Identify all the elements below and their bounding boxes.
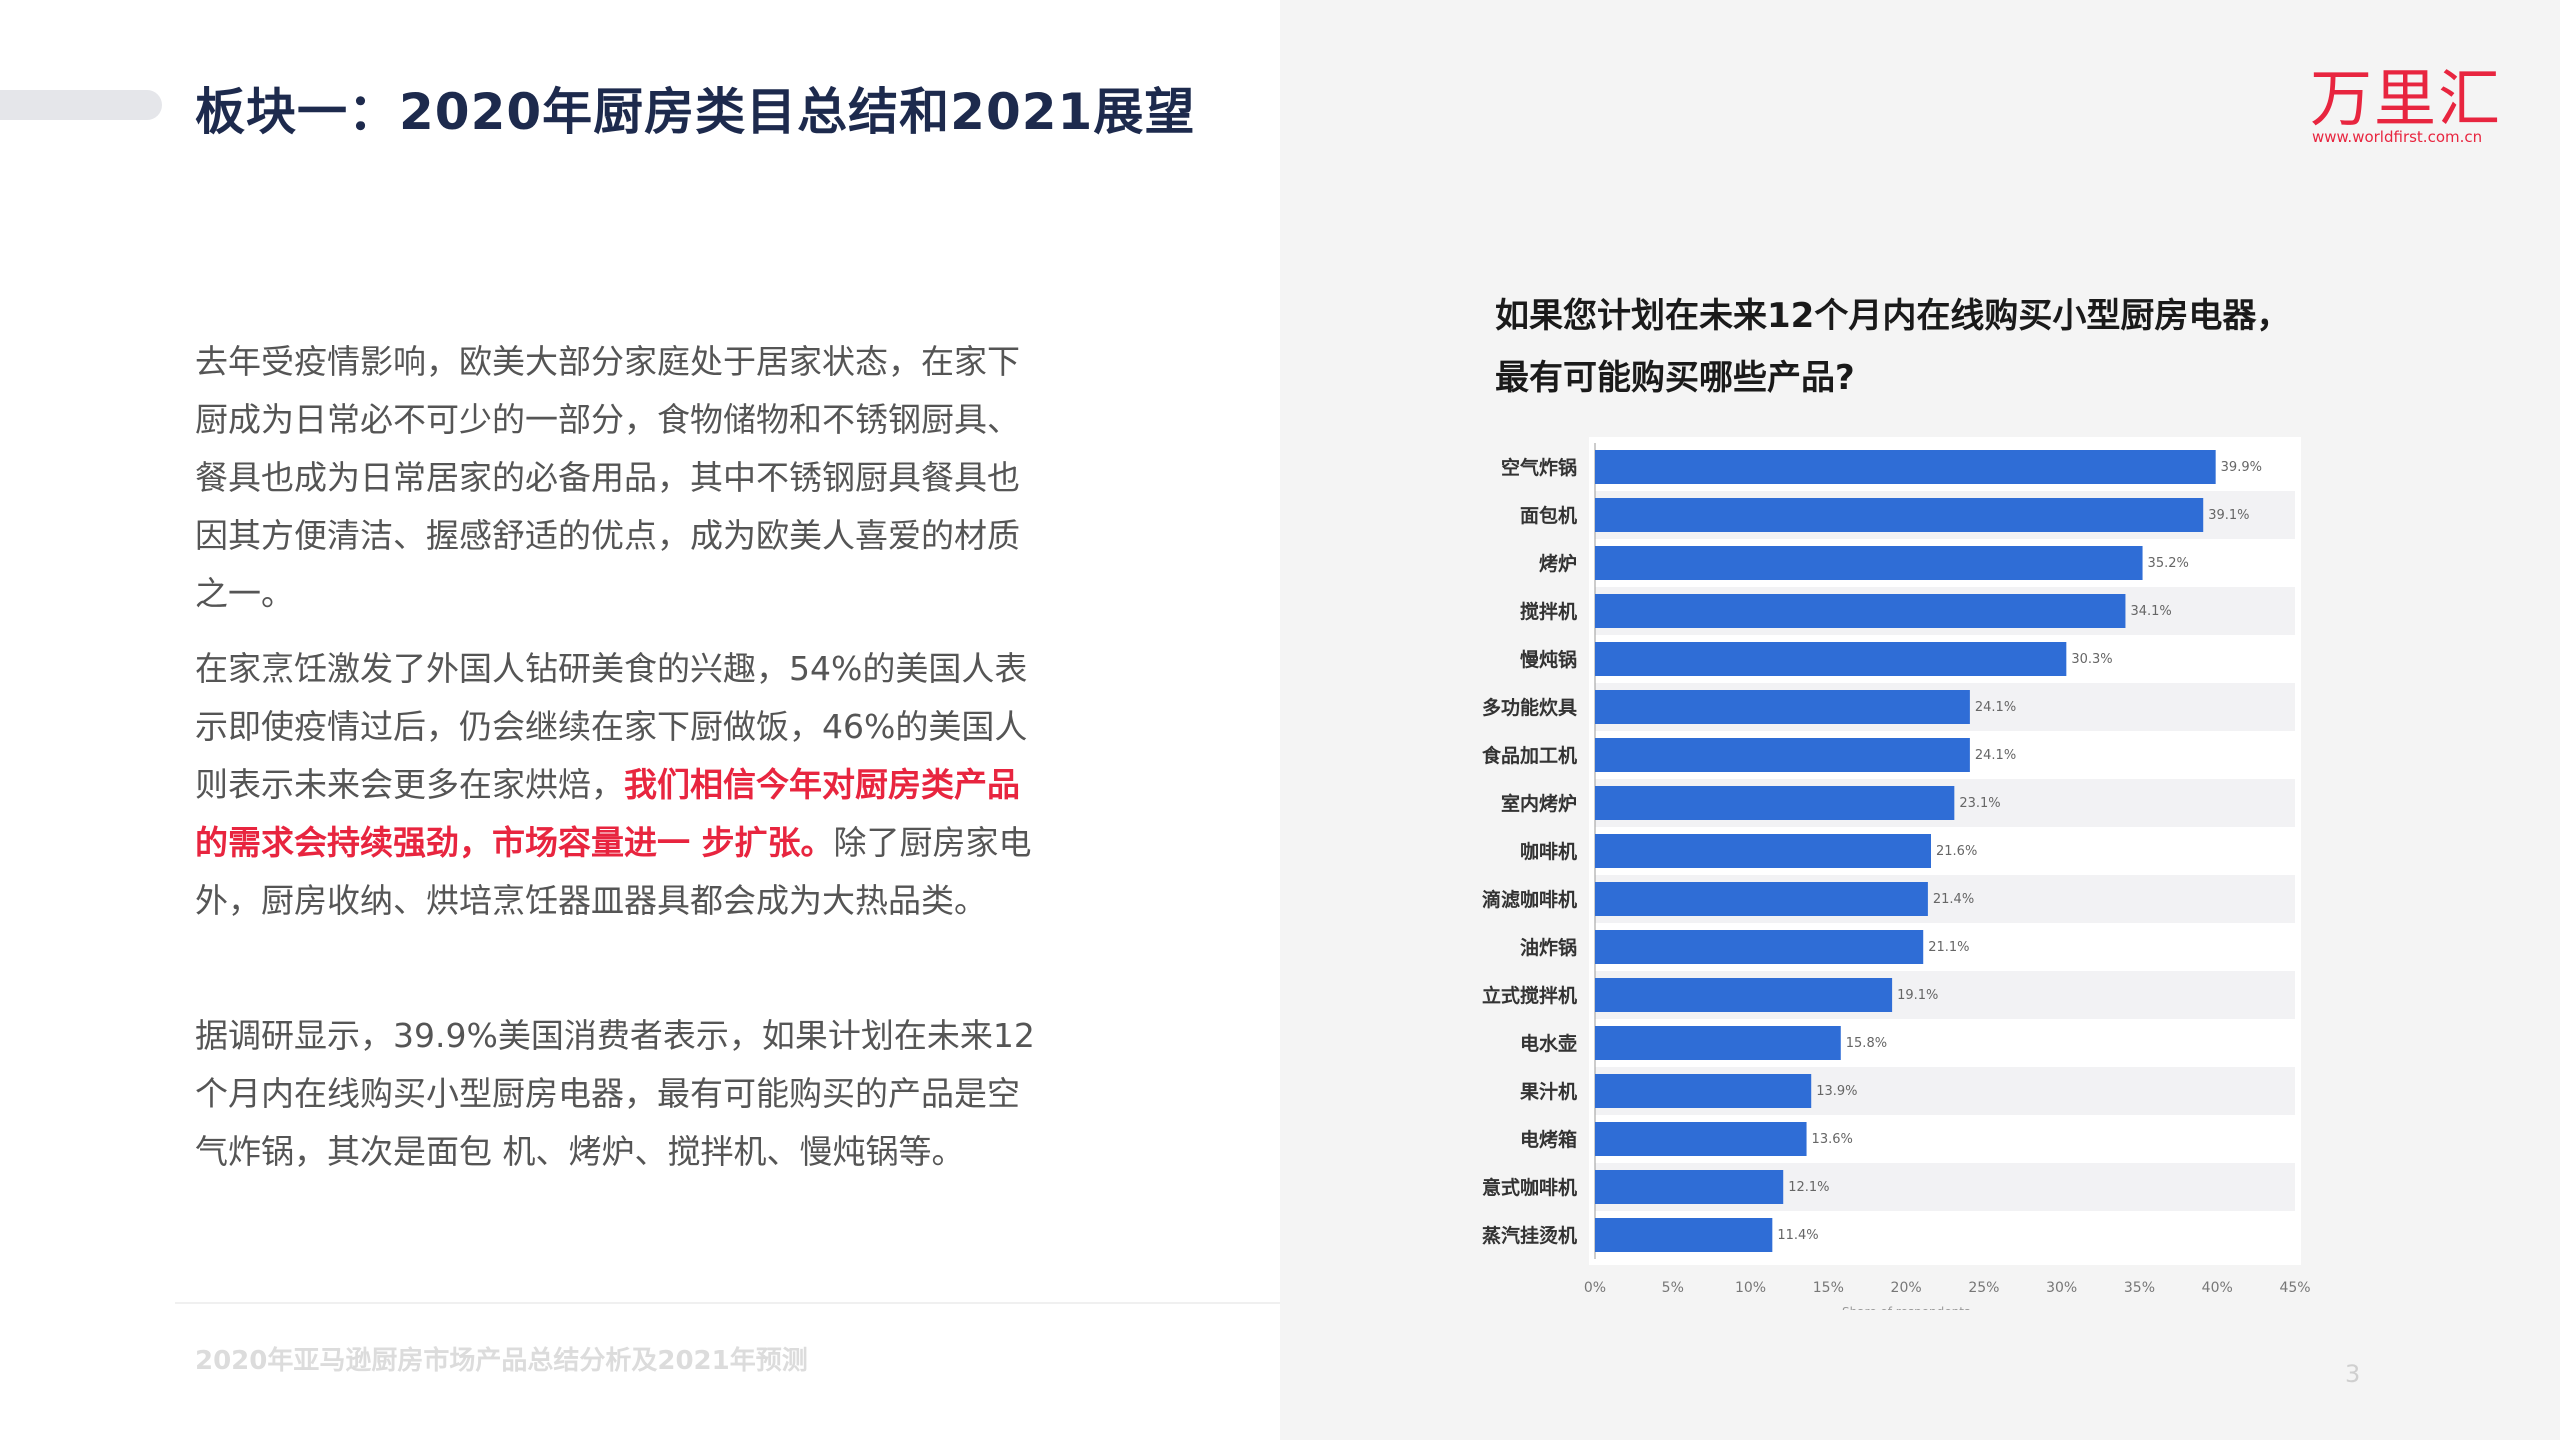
footer-text: 2020年亚马逊厨房市场产品总结分析及2021年预测 (195, 1346, 808, 1376)
bar (1595, 1074, 1812, 1108)
bar (1595, 594, 2126, 628)
category-label: 意式咖啡机 (1482, 1176, 1577, 1199)
bar (1595, 690, 1970, 724)
x-tick-label: 0% (1584, 1280, 1606, 1296)
paragraph-2-start: 在家烹饪激发了外国人钻研美食的兴趣，54%的美国人表示即使疫情过后，仍会继续在家… (195, 649, 1028, 804)
bar (1595, 738, 1970, 772)
bar (1595, 1170, 1784, 1204)
bar (1595, 1218, 1773, 1252)
paragraph-2-end: 除了厨房家电外，厨房收纳、烘培烹饪器皿器具都会成为大热品类。 (195, 823, 1032, 920)
page-title: 板块一：2020年厨房类目总结和2021展望 (195, 83, 1196, 141)
category-label: 电水壶 (1520, 1032, 1577, 1055)
bar-value-label: 11.4% (1777, 1228, 1818, 1243)
category-label: 滴滤咖啡机 (1482, 888, 1577, 911)
paragraph-1: 去年受疫情影响，欧美大部分家庭处于居家状态，在家下厨成为日常必不可少的一部分，食… (195, 342, 1020, 613)
x-tick-label: 25% (1968, 1280, 1999, 1296)
chart-heading-line-2: 最有可能购买哪些产品? (1495, 358, 1855, 398)
category-label: 慢炖锅 (1520, 648, 1577, 671)
bar-value-label: 39.1% (2208, 508, 2249, 523)
bar (1595, 882, 1928, 916)
bar-value-label: 23.1% (1959, 796, 2000, 811)
bar-value-label: 21.4% (1933, 892, 1974, 907)
bar-value-label: 34.1% (2130, 604, 2171, 619)
bar (1595, 450, 2216, 484)
left-panel: 板块一：2020年厨房类目总结和2021展望 去年受疫情影响，欧美大部分家庭处于… (0, 83, 1280, 1376)
bar-value-label: 21.1% (1928, 940, 1969, 955)
bar-value-label: 13.9% (1816, 1084, 1857, 1099)
bar-value-label: 35.2% (2148, 556, 2189, 571)
category-label: 空气炸锅 (1501, 456, 1577, 479)
bar-value-label: 19.1% (1897, 988, 1938, 1003)
bar (1595, 834, 1931, 868)
accent-bar (0, 90, 162, 120)
bar-chart: 39.9% 空气炸锅 39.1% 面包机 35.2% 烤炉 34.1% 搅拌机 30.3% 慢炖锅… (1482, 437, 2311, 1310)
category-label: 电烤箱 (1520, 1128, 1577, 1151)
category-label: 室内烤炉 (1501, 792, 1577, 815)
page-number: 3 (2345, 1360, 2361, 1388)
x-tick-label: 20% (1891, 1280, 1922, 1296)
bar-value-label: 13.6% (1812, 1132, 1853, 1147)
category-label: 油炸锅 (1520, 936, 1577, 959)
category-label: 食品加工机 (1482, 744, 1577, 767)
bar (1595, 642, 2067, 676)
chart-heading: 如果您计划在未来12个月内在线购买小型厨房电器， 最有可能购买哪些产品? (1495, 285, 2290, 409)
brand-logo: 万里汇 (2310, 62, 2503, 135)
bar (1595, 978, 1893, 1012)
paragraph-2-highlight: 我们相信今年对厨房类产品的需求会持续强劲，市场容量进一 步扩张。 (195, 765, 1020, 862)
x-tick-label: 40% (2202, 1280, 2233, 1296)
x-tick-label: 35% (2124, 1280, 2155, 1296)
bar (1595, 1026, 1841, 1060)
bar-value-label: 30.3% (2071, 652, 2112, 667)
bar (1595, 1122, 1807, 1156)
x-tick-label: 5% (1662, 1280, 1684, 1296)
x-tick-label: 10% (1735, 1280, 1766, 1296)
category-label: 面包机 (1520, 504, 1577, 527)
bar-value-label: 39.9% (2221, 460, 2262, 475)
category-label: 立式搅拌机 (1482, 984, 1577, 1007)
chart-heading-line-1: 如果您计划在未来12个月内在线购买小型厨房电器， (1495, 296, 2291, 336)
bar-value-label: 24.1% (1975, 700, 2016, 715)
bar-value-label: 15.8% (1846, 1036, 1887, 1051)
category-label: 搅拌机 (1520, 600, 1577, 623)
category-label: 多功能炊具 (1482, 696, 1577, 719)
category-label: 蒸汽挂烫机 (1482, 1224, 1577, 1247)
bar (1595, 786, 1955, 820)
category-label: 咖啡机 (1520, 840, 1577, 863)
x-tick-label: 45% (2279, 1280, 2310, 1296)
paragraph-3: 据调研显示，39.9%美国消费者表示，如果计划在未来12个月内在线购买小型厨房电… (195, 1016, 1035, 1171)
bar-value-label: 12.1% (1788, 1180, 1829, 1195)
bar (1595, 498, 2204, 532)
category-label: 果汁机 (1519, 1080, 1577, 1103)
bar (1595, 930, 1924, 964)
bar-value-label: 21.6% (1936, 844, 1977, 859)
footer-divider (175, 1302, 1280, 1304)
x-tick-label: 15% (1813, 1280, 1844, 1296)
brand-url: www.worldfirst.com.cn (2312, 128, 2483, 146)
category-label: 烤炉 (1539, 552, 1577, 575)
x-axis-label: Share of respondents (1842, 1305, 1970, 1310)
bar (1595, 546, 2143, 580)
bar-value-label: 24.1% (1975, 748, 2016, 763)
paragraph-2: 在家烹饪激发了外国人钻研美食的兴趣，54%的美国人表示即使疫情过后，仍会继续在家… (195, 640, 1045, 930)
x-tick-label: 30% (2046, 1280, 2077, 1296)
